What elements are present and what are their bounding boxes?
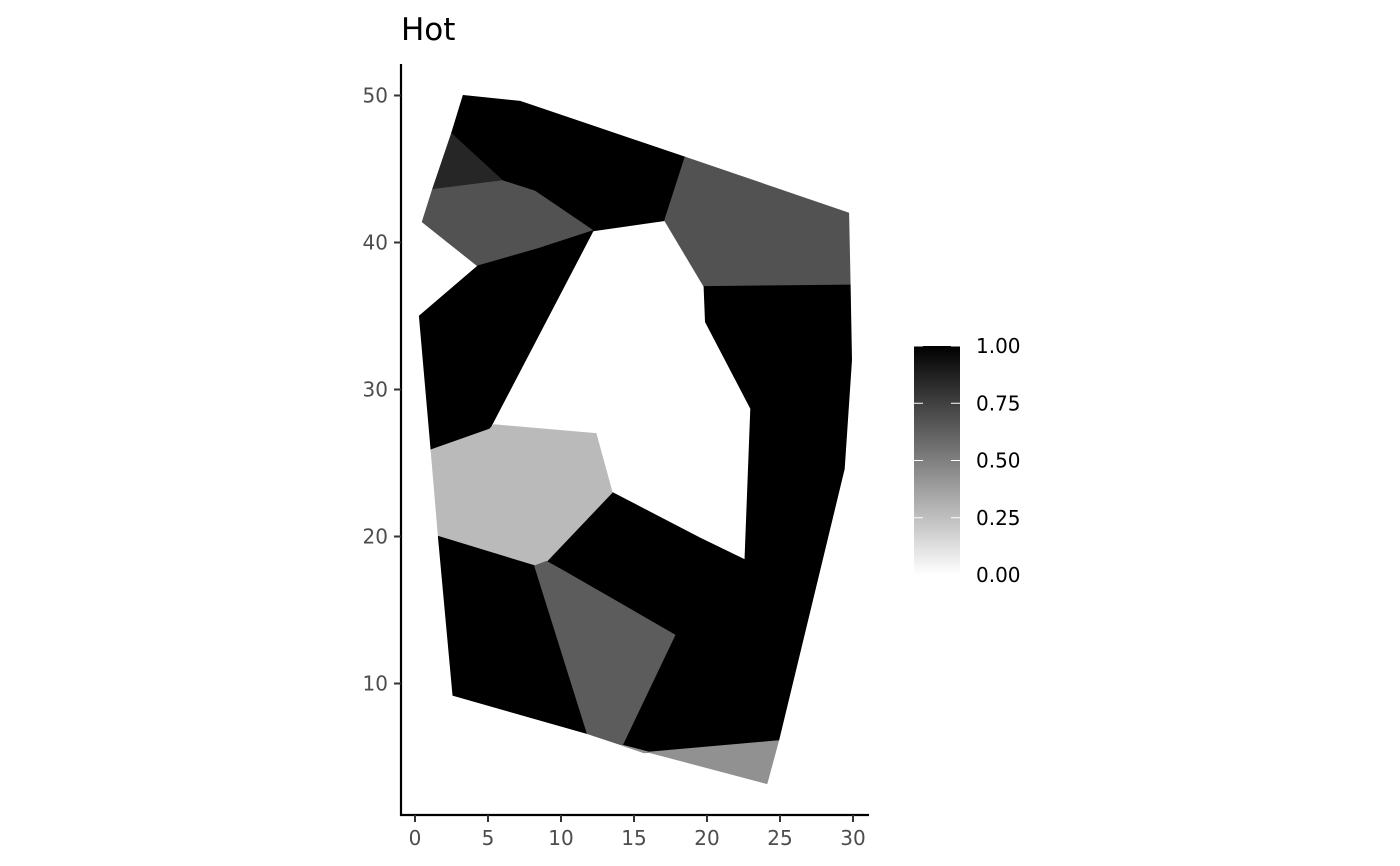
y-tick-label: 30 (363, 378, 388, 402)
legend-tick-label: 0.00 (976, 563, 1021, 587)
color-legend: 0.00 0.25 0.50 0.75 1.00 (914, 334, 1021, 587)
legend-tick-label: 1.00 (976, 334, 1021, 358)
y-tick-label: 20 (363, 525, 388, 549)
legend-tick-label: 0.50 (976, 449, 1021, 473)
legend-tick-label: 0.75 (976, 391, 1021, 415)
legend-tick-label: 0.25 (976, 506, 1021, 530)
map-region-9 (534, 561, 676, 746)
y-tick-label: 40 (363, 231, 388, 255)
map-regions (418, 95, 852, 784)
y-tick-label: 10 (363, 672, 388, 696)
map-region-10 (621, 740, 779, 784)
x-tick-label: 15 (621, 826, 646, 850)
chart-title: Hot (401, 12, 455, 48)
map-region-4 (664, 156, 851, 288)
x-tick-label: 25 (767, 826, 792, 850)
x-tick-label: 5 (482, 826, 495, 850)
axes: 0 5 10 15 20 25 30 10 20 30 40 50 (363, 64, 869, 850)
x-tick-label: 10 (548, 826, 573, 850)
x-tick-label: 20 (694, 826, 719, 850)
x-tick-label: 30 (840, 826, 865, 850)
y-tick-label: 50 (363, 84, 388, 108)
x-tick-label: 0 (409, 826, 422, 850)
map-region-5 (418, 230, 594, 451)
